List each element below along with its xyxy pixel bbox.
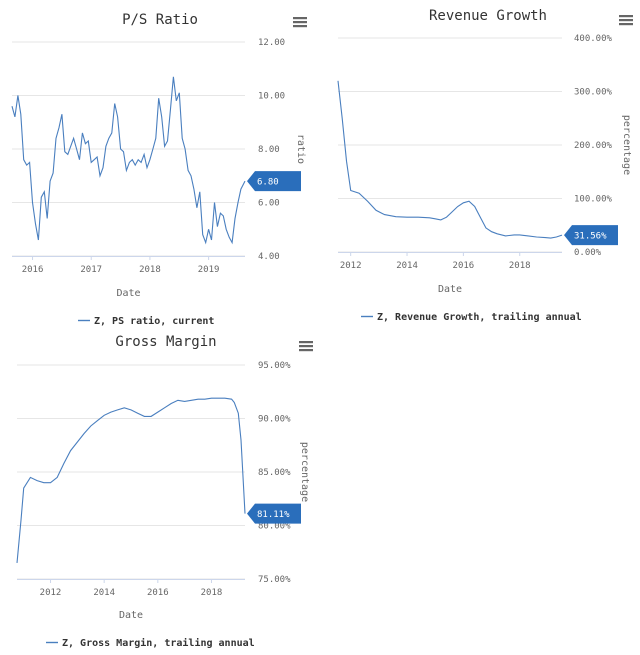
legend-item[interactable]: Z, Revenue Growth, trailing annual xyxy=(361,311,582,323)
y-tick-label: 4.00 xyxy=(258,252,280,262)
y-tick-label: 10.00 xyxy=(258,92,285,102)
chart-svg: Revenue Growth 0.00% 100.00% 200.00% 300.00%… xyxy=(337,8,636,323)
x-tick-label: 2016 xyxy=(147,588,169,598)
x-tick-label: 2012 xyxy=(340,261,362,271)
y-tick-label: 90.00% xyxy=(258,415,291,425)
gross-margin-chart: Gross Margin 75.00% 80.00% 85.00% 90.00% 95.0… xyxy=(0,330,320,655)
y-tick-label: 12.00 xyxy=(258,38,285,48)
x-tick-label: 2012 xyxy=(40,588,62,598)
x-tick-label: 2018 xyxy=(509,261,531,271)
legend-label: Z, PS ratio, current xyxy=(94,315,214,327)
current-value-label: 6.80 xyxy=(257,178,279,188)
y-axis-label: percentage xyxy=(299,442,310,502)
hamburger-menu-icon[interactable] xyxy=(292,15,310,31)
current-value-label: 31.56% xyxy=(574,232,607,242)
y-tick-label: 100.00% xyxy=(574,195,613,205)
current-value-label: 81.11% xyxy=(257,510,290,520)
y-tick-label: 85.00% xyxy=(258,468,291,478)
y-tick-label: 8.00 xyxy=(258,145,280,155)
legend-label: Z, Revenue Growth, trailing annual xyxy=(377,311,582,323)
x-tick-label: 2018 xyxy=(201,588,223,598)
y-tick-label: 95.00% xyxy=(258,361,291,371)
x-tick-label: 2016 xyxy=(22,265,44,275)
current-value-flag: 31.56% xyxy=(564,225,618,246)
y-axis-label: ratio xyxy=(295,134,306,164)
hamburger-menu-icon[interactable] xyxy=(618,13,636,29)
legend-label: Z, Gross Margin, trailing annual xyxy=(62,637,255,649)
x-tick-label: 2016 xyxy=(453,261,475,271)
chart-title: Revenue Growth xyxy=(429,8,547,24)
chart-title: P/S Ratio xyxy=(122,12,198,28)
x-axis-label: Date xyxy=(119,610,143,621)
ps-ratio-chart: P/S Ratio 4.00 6.00 8.00 10.00 12.00 2016 2017 2… xyxy=(0,0,320,335)
chart-svg: Gross Margin 75.00% 80.00% 85.00% 90.00% 95.0… xyxy=(16,334,316,649)
x-tick-label: 2014 xyxy=(396,261,418,271)
series-line[interactable] xyxy=(16,397,246,563)
chart-svg: P/S Ratio 4.00 6.00 8.00 10.00 12.00 2016 2017 2… xyxy=(11,12,310,327)
y-tick-label: 6.00 xyxy=(258,199,280,209)
x-tick-label: 2014 xyxy=(93,588,115,598)
hamburger-menu-icon[interactable] xyxy=(298,339,316,355)
chart-title: Gross Margin xyxy=(115,334,216,350)
x-tick-label: 2017 xyxy=(80,265,102,275)
x-tick-label: 2018 xyxy=(139,265,161,275)
series-line[interactable] xyxy=(337,80,563,239)
revenue-growth-chart: Revenue Growth 0.00% 100.00% 200.00% 300.00%… xyxy=(320,0,640,335)
y-tick-label: 300.00% xyxy=(574,88,613,98)
y-tick-label: 80.00% xyxy=(258,522,291,532)
current-value-flag: 6.80 xyxy=(247,171,301,192)
x-axis-label: Date xyxy=(438,284,462,295)
y-tick-label: 75.00% xyxy=(258,575,291,585)
y-tick-label: 0.00% xyxy=(574,248,602,258)
x-tick-label: 2019 xyxy=(198,265,220,275)
legend-item[interactable]: Z, Gross Margin, trailing annual xyxy=(46,637,255,649)
x-axis-label: Date xyxy=(116,288,140,299)
series-line[interactable] xyxy=(11,76,246,245)
y-tick-label: 400.00% xyxy=(574,34,613,44)
y-tick-label: 200.00% xyxy=(574,141,613,151)
current-value-flag: 81.11% xyxy=(247,503,301,524)
y-axis-label: percentage xyxy=(621,115,632,175)
legend-item[interactable]: Z, PS ratio, current xyxy=(78,315,214,327)
